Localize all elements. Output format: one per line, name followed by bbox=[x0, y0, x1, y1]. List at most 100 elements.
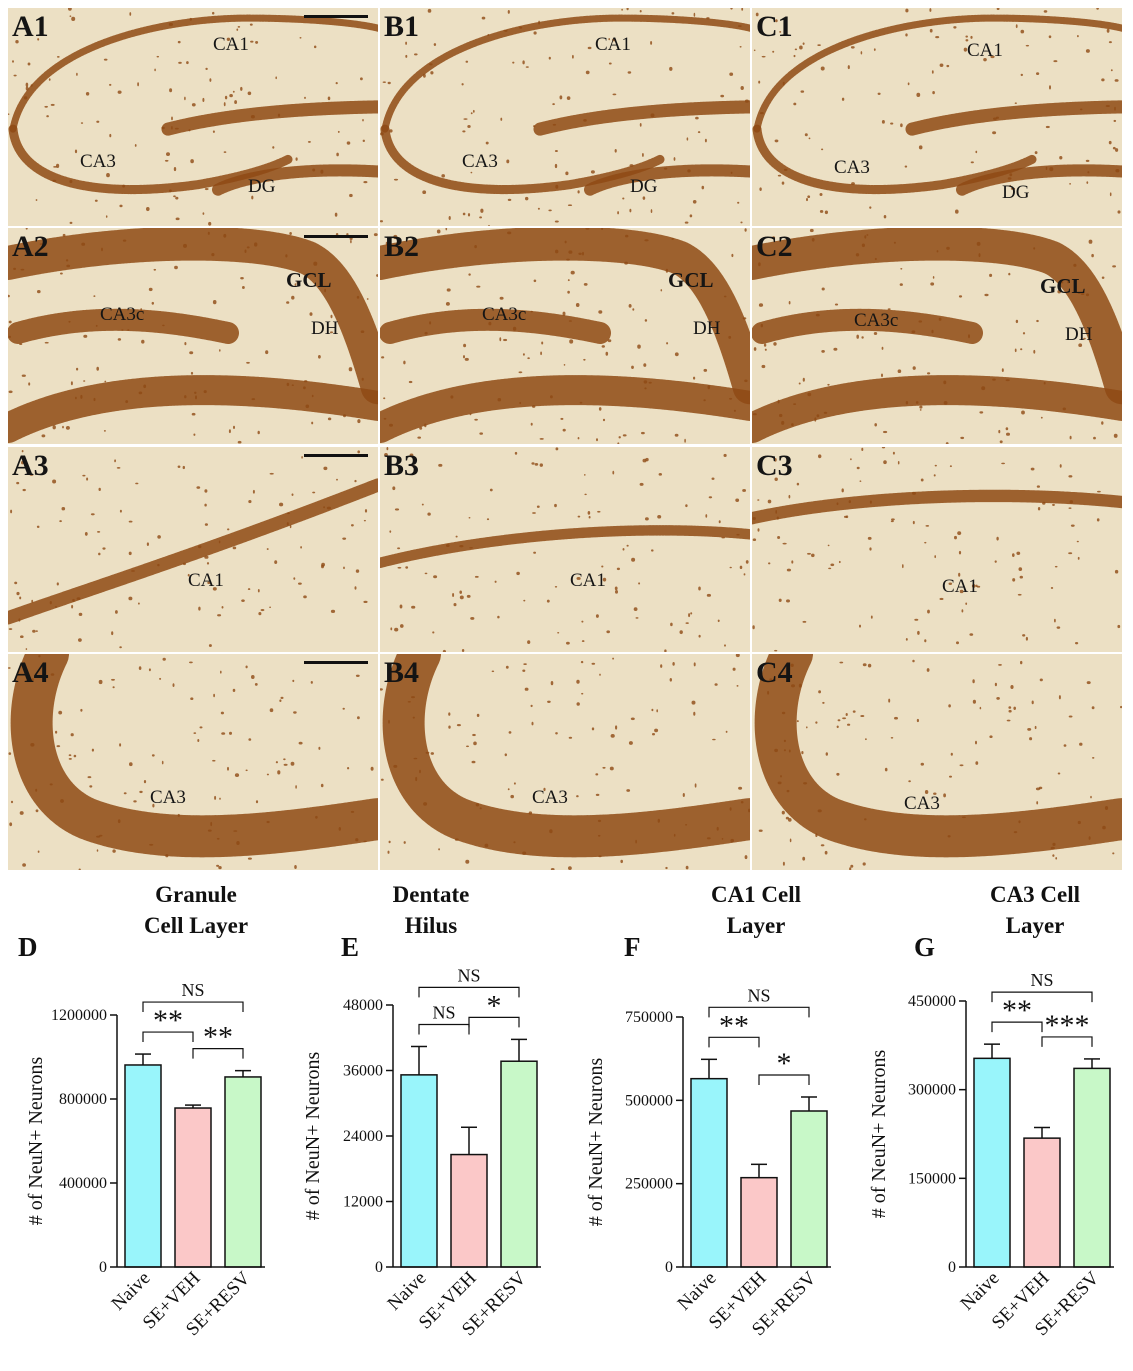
region-label-ca1: CA1 bbox=[967, 40, 1003, 61]
y-tick-label: 24000 bbox=[343, 1128, 383, 1145]
y-tick-label: 250000 bbox=[625, 1176, 673, 1193]
bar-1 bbox=[450, 1153, 488, 1268]
panel-tag: A3 bbox=[12, 449, 49, 482]
bar-0 bbox=[973, 1057, 1011, 1268]
chart-title: Dentate bbox=[393, 882, 470, 907]
chart-title: CA1 Cell bbox=[711, 882, 801, 907]
y-tick-label: 0 bbox=[665, 1259, 673, 1276]
micrograph-panel-c4: C4 CA3 bbox=[752, 654, 1122, 870]
neuron-cell-layer bbox=[380, 375, 750, 443]
bar-1 bbox=[1023, 1137, 1061, 1268]
panel-tag: A4 bbox=[12, 656, 49, 689]
chart-title: Granule bbox=[155, 882, 237, 907]
tissue-section-image bbox=[380, 654, 750, 870]
tissue-section-image bbox=[8, 449, 378, 651]
panel-tag: F bbox=[624, 932, 641, 962]
neuron-cell-layer bbox=[212, 164, 378, 196]
significance-label: ** bbox=[203, 1021, 233, 1054]
significance-bracket bbox=[991, 1021, 1043, 1033]
significance-bracket bbox=[1041, 1036, 1093, 1047]
neuron-cell-layer bbox=[752, 228, 1122, 405]
region-label-ca3: CA3 bbox=[834, 157, 870, 178]
neuron-cell-layer bbox=[752, 308, 983, 344]
bar-2 bbox=[224, 1076, 262, 1268]
micrograph-panel-c3: C3 CA1 bbox=[752, 447, 1122, 652]
chart-e: E Dentate Hilus 0 12000 24000 36000 48000 # of N… bbox=[302, 882, 541, 1340]
y-tick-label: 12000 bbox=[343, 1194, 383, 1211]
significance-label: NS bbox=[457, 965, 480, 985]
neuron-cell-layer bbox=[956, 164, 1122, 196]
chart-g: G CA3 Cell Layer 0 150000 300000 450000 # of Ne… bbox=[868, 882, 1114, 1340]
neuron-cell-layer bbox=[752, 124, 1037, 194]
panel-tag: B3 bbox=[384, 449, 420, 482]
x-tick-label: Naive bbox=[957, 1268, 1004, 1315]
tissue-section-image bbox=[380, 228, 750, 444]
bar-1 bbox=[740, 1176, 778, 1268]
y-tick-label: 800000 bbox=[59, 1091, 107, 1108]
micrograph-panel-c1: C1 CA1 CA3 DG bbox=[752, 8, 1122, 226]
scale-bar bbox=[304, 15, 368, 18]
region-label-ca1: CA1 bbox=[213, 34, 249, 55]
y-tick-label: 48000 bbox=[343, 997, 383, 1014]
region-label-ca1: CA1 bbox=[942, 576, 978, 597]
micrograph-panel-b2: B2 GCL CA3c DH bbox=[380, 228, 750, 444]
chart-title: Layer bbox=[727, 913, 786, 938]
region-label-ca3: CA3 bbox=[904, 793, 940, 814]
tissue-section-image bbox=[380, 447, 750, 652]
region-label-gcl: GCL bbox=[286, 268, 332, 292]
panel-tag: C1 bbox=[756, 10, 793, 43]
neuron-cell-layer bbox=[753, 14, 1122, 133]
y-tick-label: 450000 bbox=[908, 993, 956, 1010]
neuron-cell-layer bbox=[9, 14, 378, 133]
bar-2 bbox=[1073, 1067, 1111, 1268]
neuron-cell-layer bbox=[533, 100, 750, 136]
y-axis-label: # of NeuN+ Neurons bbox=[25, 1057, 47, 1226]
significance-label: * bbox=[487, 989, 502, 1022]
micrograph-panel-b3: B3 CA1 bbox=[380, 447, 750, 652]
significance-bracket bbox=[708, 1036, 760, 1048]
bar-2 bbox=[500, 1060, 538, 1268]
region-label-dh: DH bbox=[693, 318, 721, 339]
region-label-ca1: CA1 bbox=[188, 570, 224, 591]
neuron-cell-layer bbox=[10, 654, 378, 858]
tissue-section-image bbox=[752, 228, 1122, 444]
neuron-cell-layer bbox=[584, 164, 750, 196]
y-tick-label: 0 bbox=[948, 1259, 956, 1276]
y-tick-label: 36000 bbox=[343, 1063, 383, 1080]
significance-bracket bbox=[758, 1074, 810, 1085]
significance-bracket bbox=[142, 1031, 194, 1043]
significance-bracket bbox=[418, 1023, 470, 1035]
tissue-section-image bbox=[8, 228, 378, 444]
bar-0 bbox=[690, 1077, 728, 1268]
region-label-dg: DG bbox=[630, 176, 658, 197]
y-axis-label: # of NeuN+ Neurons bbox=[868, 1050, 890, 1219]
y-tick-label: 0 bbox=[375, 1259, 383, 1276]
panel-tag: C3 bbox=[756, 449, 793, 482]
neuron-cell-layer bbox=[382, 654, 750, 858]
bar-0 bbox=[400, 1074, 438, 1268]
chart-f: F CA1 Cell Layer 0 250000 500000 750000 # of Ne… bbox=[585, 882, 831, 1340]
y-tick-label: 750000 bbox=[625, 1009, 673, 1026]
significance-label: NS bbox=[432, 1002, 455, 1022]
chart-title: Layer bbox=[1006, 913, 1065, 938]
significance-label: *** bbox=[1045, 1009, 1090, 1042]
panel-tag: C2 bbox=[756, 230, 793, 263]
neuron-cell-layer bbox=[8, 308, 239, 344]
significance-bracket bbox=[418, 986, 520, 998]
bar-0 bbox=[124, 1064, 162, 1268]
panel-tag: B4 bbox=[384, 656, 420, 689]
micrograph-panel-a3: A3 CA1 bbox=[8, 447, 378, 652]
neuron-cell-layer bbox=[380, 525, 750, 569]
significance-bracket bbox=[142, 1001, 244, 1013]
region-label-ca3: CA3 bbox=[150, 787, 186, 808]
neuron-cell-layer bbox=[752, 489, 1122, 525]
tissue-section-image bbox=[752, 447, 1122, 652]
micrograph-panel-a2: A2 GCL CA3c DH bbox=[8, 228, 378, 444]
region-label-ca1: CA1 bbox=[595, 34, 631, 55]
panel-tag: E bbox=[341, 932, 359, 962]
tissue-section-image bbox=[380, 8, 750, 226]
significance-label: ** bbox=[153, 1004, 183, 1037]
neuron-cell-layer bbox=[381, 14, 750, 133]
region-label-dg: DG bbox=[248, 176, 276, 197]
region-label-ca3: CA3 bbox=[462, 151, 498, 172]
